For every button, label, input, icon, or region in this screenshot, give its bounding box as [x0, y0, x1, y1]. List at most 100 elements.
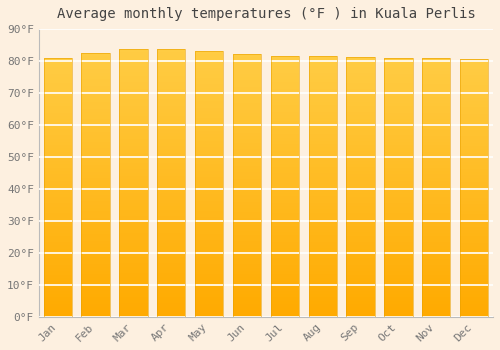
Bar — [460, 136, 488, 140]
Bar — [384, 223, 412, 226]
Bar — [422, 259, 450, 262]
Bar — [270, 245, 299, 248]
Bar — [157, 96, 186, 99]
Bar — [270, 287, 299, 291]
Bar — [119, 72, 148, 76]
Bar — [119, 196, 148, 200]
Bar — [460, 268, 488, 272]
Bar — [44, 307, 72, 310]
Bar — [422, 281, 450, 285]
Bar — [119, 260, 148, 263]
Bar — [233, 284, 261, 287]
Bar — [308, 297, 337, 301]
Bar — [422, 139, 450, 142]
Bar — [119, 267, 148, 270]
Bar — [157, 79, 186, 82]
Bar — [82, 139, 110, 142]
Bar — [233, 153, 261, 156]
Bar — [233, 67, 261, 70]
Bar — [233, 238, 261, 241]
Bar — [119, 210, 148, 213]
Bar — [233, 271, 261, 274]
Bar — [233, 261, 261, 264]
Bar — [308, 304, 337, 307]
Bar — [157, 190, 186, 193]
Bar — [157, 99, 186, 103]
Bar — [119, 250, 148, 253]
Bar — [157, 119, 186, 122]
Bar — [82, 109, 110, 112]
Bar — [422, 252, 450, 255]
Bar — [157, 106, 186, 109]
Bar — [270, 125, 299, 128]
Bar — [460, 298, 488, 301]
Bar — [233, 169, 261, 172]
Bar — [384, 304, 412, 307]
Bar — [195, 64, 224, 68]
Bar — [308, 56, 337, 60]
Bar — [157, 180, 186, 183]
Bar — [44, 103, 72, 106]
Bar — [308, 287, 337, 291]
Bar — [82, 303, 110, 307]
Bar — [384, 93, 412, 96]
Bar — [119, 122, 148, 126]
Bar — [157, 143, 186, 146]
Bar — [422, 145, 450, 148]
Bar — [119, 62, 148, 65]
Bar — [82, 102, 110, 106]
Bar — [384, 310, 412, 314]
Bar — [157, 62, 186, 65]
Bar — [384, 74, 412, 77]
Bar — [119, 183, 148, 186]
Bar — [384, 219, 412, 223]
Bar — [195, 270, 224, 274]
Bar — [157, 243, 186, 246]
Bar — [422, 272, 450, 275]
Bar — [44, 126, 72, 129]
Bar — [384, 294, 412, 298]
Bar — [119, 280, 148, 283]
Bar — [270, 265, 299, 268]
Bar — [422, 132, 450, 135]
Bar — [270, 56, 299, 317]
Bar — [233, 133, 261, 136]
Bar — [308, 242, 337, 245]
Bar — [308, 141, 337, 144]
Bar — [82, 310, 110, 314]
Bar — [195, 224, 224, 227]
Bar — [233, 192, 261, 195]
Bar — [157, 186, 186, 190]
Bar — [460, 201, 488, 204]
Bar — [44, 184, 72, 187]
Bar — [460, 111, 488, 114]
Bar — [270, 212, 299, 216]
Bar — [119, 186, 148, 190]
Bar — [233, 156, 261, 159]
Bar — [308, 85, 337, 89]
Bar — [270, 193, 299, 196]
Bar — [270, 138, 299, 141]
Bar — [384, 139, 412, 142]
Bar — [270, 255, 299, 258]
Bar — [233, 126, 261, 130]
Bar — [460, 149, 488, 153]
Bar — [157, 253, 186, 257]
Bar — [270, 196, 299, 200]
Bar — [44, 177, 72, 181]
Bar — [460, 182, 488, 185]
Bar — [460, 91, 488, 95]
Bar — [44, 187, 72, 190]
Bar — [270, 232, 299, 236]
Bar — [270, 112, 299, 115]
Bar — [233, 294, 261, 297]
Bar — [119, 290, 148, 293]
Bar — [44, 194, 72, 197]
Bar — [119, 310, 148, 314]
Bar — [308, 265, 337, 268]
Bar — [270, 206, 299, 209]
Bar — [308, 203, 337, 206]
Bar — [460, 127, 488, 130]
Bar — [422, 152, 450, 155]
Bar — [233, 77, 261, 80]
